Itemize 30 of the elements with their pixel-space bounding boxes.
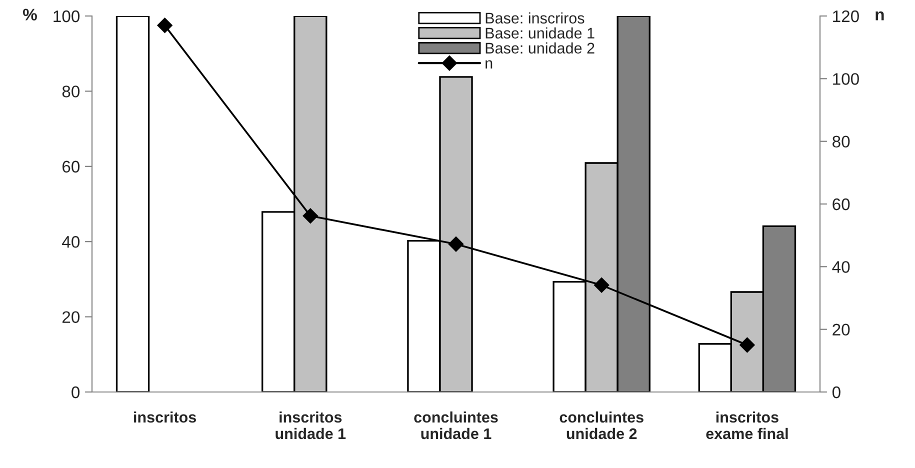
point — [594, 278, 610, 293]
x-tick-label: inscritos unidade 1 — [276, 411, 346, 440]
y-tick-label: 40 — [62, 236, 80, 248]
y2-tick-label: 40 — [832, 261, 850, 273]
legend-label: Base: unidade 1 — [486, 27, 594, 39]
point — [448, 236, 464, 252]
y-tick-label: 60 — [62, 160, 80, 173]
x-tick-label: inscritos exame final — [706, 411, 788, 440]
x-tick-label: concluintes unidade 1 — [414, 411, 498, 440]
point — [302, 208, 318, 224]
y2-tick-label: 80 — [832, 136, 850, 148]
x-tick-label: inscritos — [134, 411, 196, 423]
y-tick-label: 100 — [54, 10, 80, 22]
point — [740, 337, 755, 353]
x-tick-label: concluintes unidade 2 — [560, 411, 644, 440]
legend-label: Base: unidade 2 — [486, 42, 594, 54]
y2-axis-title: n — [876, 11, 884, 20]
y2-tick-label: 120 — [833, 10, 859, 22]
y-tick-label: 20 — [62, 311, 80, 324]
y-tick-label: 0 — [72, 386, 80, 398]
bar — [116, 16, 150, 392]
y2-tick-label: 20 — [832, 324, 850, 336]
legend-label: n — [486, 60, 492, 68]
legend-label: Base: inscriros — [486, 12, 584, 24]
y-tick-label: 80 — [62, 86, 80, 98]
y2-tick-label: 100 — [833, 73, 859, 85]
y2-tick-label: 0 — [832, 386, 840, 398]
y-axis-title: % — [22, 8, 37, 20]
point — [157, 18, 172, 33]
y2-tick-label: 60 — [832, 198, 850, 210]
